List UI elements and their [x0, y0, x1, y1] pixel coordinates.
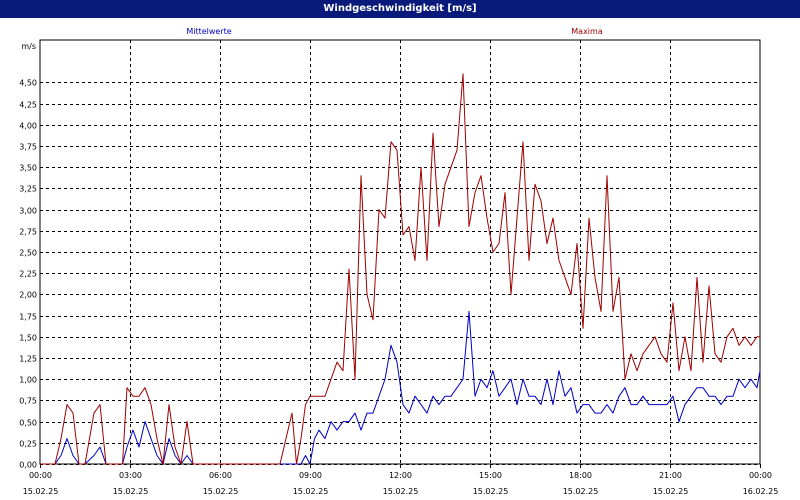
x-tick-date-label: 15.02.25 — [203, 487, 239, 496]
y-tick-label: 0,25 — [19, 440, 37, 449]
x-tick-time-label: 21:00 — [659, 471, 682, 480]
y-tick-label: 3,00 — [19, 207, 37, 216]
grid — [40, 40, 760, 465]
y-tick-label: 0,50 — [19, 419, 37, 428]
y-tick-label: 2,25 — [19, 270, 37, 279]
y-axis: 0,00 0,25 0,50 0,75 1,00 1,25 1,50 1,75 2,00 2,25… — [19, 79, 37, 470]
x-tick-date-label: 15.02.25 — [563, 487, 599, 496]
y-tick-label: 4,25 — [19, 101, 37, 110]
y-tick-label: 3,50 — [19, 164, 37, 173]
x-tick-date-label: 15.02.25 — [383, 487, 419, 496]
legend-maxima: Maxima — [571, 27, 603, 36]
x-tick-time-label: 12:00 — [389, 471, 412, 480]
y-tick-label: 4,50 — [19, 79, 37, 88]
x-tick-date-label: 15.02.25 — [473, 487, 509, 496]
chart: 0,00 0,25 0,50 0,75 1,00 1,25 1,50 1,75 2,00 2,25… — [19, 27, 779, 496]
y-tick-label: 3,75 — [19, 143, 37, 152]
x-tick-date-label: 15.02.25 — [113, 487, 149, 496]
series-line-mittelwerte — [40, 310, 761, 465]
y-tick-label: 1,00 — [19, 376, 37, 385]
y-tick-label: 3,25 — [19, 185, 37, 194]
x-tick-time-label: 09:00 — [299, 471, 322, 480]
series-line-maxima — [40, 73, 760, 465]
y-tick-label: 1,50 — [19, 334, 37, 343]
x-tick-time-label: 15:00 — [479, 471, 502, 480]
y-tick-label: 1,25 — [19, 355, 37, 364]
x-tick-date-label: 15.02.25 — [23, 487, 59, 496]
x-tick-time-label: 18:00 — [569, 471, 592, 480]
x-tick-time-label: 00:00 — [749, 471, 772, 480]
x-tick-time-label: 06:00 — [209, 471, 232, 480]
y-tick-label: 2,75 — [19, 228, 37, 237]
x-axis: 00:00 15.02.25 03:00 15.02.25 06:00 15.02.25 0… — [23, 464, 779, 496]
legend-mittelwerte: Mittelwerte — [186, 27, 231, 36]
y-tick-label: 4,00 — [19, 122, 37, 131]
x-tick-date-label: 16.02.25 — [743, 487, 779, 496]
y-tick-label: 2,00 — [19, 291, 37, 300]
chart-title: Windgeschwindigkeit [m/s] — [0, 0, 800, 18]
y-axis-label: m/s — [21, 42, 36, 51]
y-tick-label: 1,75 — [19, 313, 37, 322]
x-tick-date-label: 15.02.25 — [293, 487, 329, 496]
y-tick-label: 2,50 — [19, 249, 37, 258]
x-tick-time-label: 03:00 — [119, 471, 142, 480]
y-tick-label: 0,00 — [19, 461, 37, 470]
series-layer — [40, 73, 761, 465]
x-tick-time-label: 00:00 — [29, 471, 52, 480]
y-tick-label: 0,75 — [19, 397, 37, 406]
x-tick-date-label: 15.02.25 — [653, 487, 689, 496]
